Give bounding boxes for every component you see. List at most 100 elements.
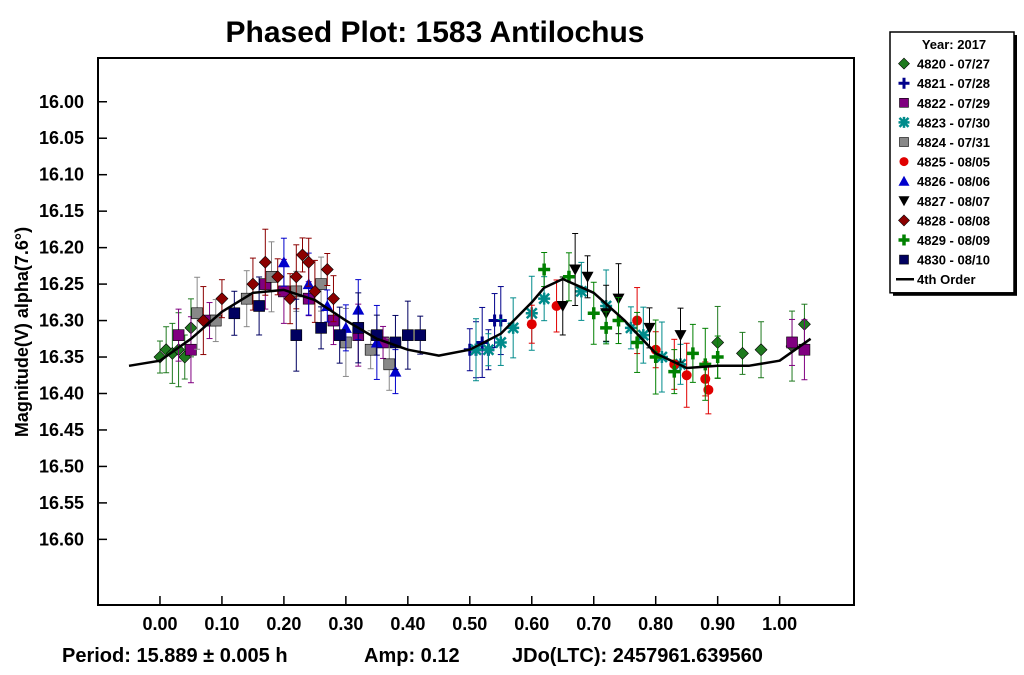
data-point xyxy=(786,336,798,349)
legend-marker xyxy=(898,116,910,128)
legend-marker xyxy=(899,137,909,147)
data-point xyxy=(711,351,724,364)
data-point xyxy=(228,307,241,320)
data-point xyxy=(686,347,699,360)
x-tick-label: 0.20 xyxy=(266,614,301,634)
x-tick-label: 0.00 xyxy=(142,614,177,634)
data-point xyxy=(703,384,714,395)
y-tick-label: 16.30 xyxy=(39,311,84,331)
plot-frame xyxy=(97,57,855,606)
data-point xyxy=(637,329,650,342)
jdo-text: JDo(LTC): 2457961.639560 xyxy=(512,645,763,667)
period-text: Period: 15.889 ± 0.005 h xyxy=(62,645,288,667)
data-point xyxy=(556,300,569,312)
legend-label: 4830 - 08/10 xyxy=(917,253,990,268)
legend-label: 4820 - 07/27 xyxy=(917,57,990,72)
legend-marker xyxy=(899,98,909,108)
legend-marker xyxy=(898,57,910,70)
data-point xyxy=(600,321,613,334)
x-tick-label: 0.80 xyxy=(638,614,673,634)
legend-label: 4825 - 08/05 xyxy=(917,155,990,170)
data-point xyxy=(674,330,687,342)
legend-marker xyxy=(898,77,910,89)
data-point xyxy=(507,321,520,334)
legend-label: 4821 - 07/28 xyxy=(917,76,990,91)
data-point xyxy=(289,270,303,284)
legend-marker xyxy=(898,234,910,246)
legend-marker xyxy=(898,196,910,207)
legend-label: 4827 - 08/07 xyxy=(917,194,990,209)
data-point xyxy=(315,322,327,334)
data-point xyxy=(681,370,692,381)
data-point xyxy=(494,336,507,349)
y-axis-label: Magnitude(V) alpha(7.6°) xyxy=(12,227,32,437)
plot-area xyxy=(128,228,812,415)
y-tick-label: 16.25 xyxy=(39,274,84,294)
series-group xyxy=(556,233,687,363)
data-point xyxy=(283,292,297,306)
y-tick-label: 16.10 xyxy=(39,165,84,185)
legend-label: 4824 - 07/31 xyxy=(917,135,990,150)
chart-title: Phased Plot: 1583 Antilochus xyxy=(226,16,645,49)
y-tick-label: 16.20 xyxy=(39,238,84,258)
legend-marker xyxy=(899,254,909,265)
data-point xyxy=(277,256,290,268)
legend-marker xyxy=(898,214,910,227)
legend-label: 4826 - 08/06 xyxy=(917,174,990,189)
x-tick-label: 1.00 xyxy=(762,614,797,634)
data-point xyxy=(581,271,594,283)
x-tick-label: 0.90 xyxy=(700,614,735,634)
x-tick-label: 0.40 xyxy=(390,614,425,634)
fit-curve xyxy=(128,277,812,370)
data-point xyxy=(321,299,334,311)
data-point xyxy=(538,263,551,276)
y-tick-label: 16.55 xyxy=(39,493,84,513)
data-point xyxy=(315,278,327,290)
legend-box xyxy=(889,31,1015,294)
x-tick-label: 0.60 xyxy=(514,614,549,634)
data-point xyxy=(470,343,482,356)
x-tick-label: 0.30 xyxy=(328,614,363,634)
data-point xyxy=(320,263,334,276)
data-point xyxy=(191,307,203,320)
series-group xyxy=(196,228,340,356)
data-point xyxy=(538,292,551,305)
data-point xyxy=(575,285,588,298)
x-axis: 0.00 0.10 0.20 0.30 0.40 0.50 0.60 0.70 0.80 0.90… xyxy=(142,596,797,634)
x-tick-label: 0.10 xyxy=(204,614,239,634)
data-point xyxy=(587,307,600,320)
y-tick-label: 16.50 xyxy=(39,456,84,476)
data-point xyxy=(296,248,309,262)
data-point xyxy=(754,343,768,357)
y-axis: 16.00 16.05 16.10 16.15 16.20 16.25 16.30 16.35… xyxy=(39,92,107,549)
y-tick-label: 16.05 xyxy=(39,128,84,148)
y-tick-label: 16.15 xyxy=(39,201,84,221)
amplitude-text: Amp: 0.12 xyxy=(364,645,460,667)
data-point xyxy=(215,292,229,306)
data-point xyxy=(308,284,322,298)
data-point xyxy=(246,277,260,291)
data-point xyxy=(172,329,185,341)
data-point xyxy=(258,255,272,269)
data-point xyxy=(631,336,644,349)
legend: Year: 2017 4820 - 07/27 4821 - 07/28 4822 -… xyxy=(889,31,1017,296)
data-point xyxy=(414,329,427,341)
data-point xyxy=(668,365,681,378)
data-point xyxy=(643,322,656,334)
x-tick-label: 0.50 xyxy=(452,614,487,634)
legend-label: 4828 - 08/08 xyxy=(917,213,990,228)
legend-marker xyxy=(899,157,909,167)
data-point xyxy=(736,346,749,360)
y-tick-label: 16.40 xyxy=(39,383,84,403)
data-point xyxy=(482,343,495,356)
legend-label: 4823 - 07/30 xyxy=(917,115,990,130)
data-point xyxy=(569,264,582,276)
data-point xyxy=(526,319,537,330)
series-group xyxy=(470,261,687,393)
y-tick-label: 16.60 xyxy=(39,529,84,549)
data-point xyxy=(389,365,402,377)
data-point xyxy=(383,358,396,371)
data-point xyxy=(402,329,414,341)
legend-title: Year: 2017 xyxy=(922,37,986,52)
